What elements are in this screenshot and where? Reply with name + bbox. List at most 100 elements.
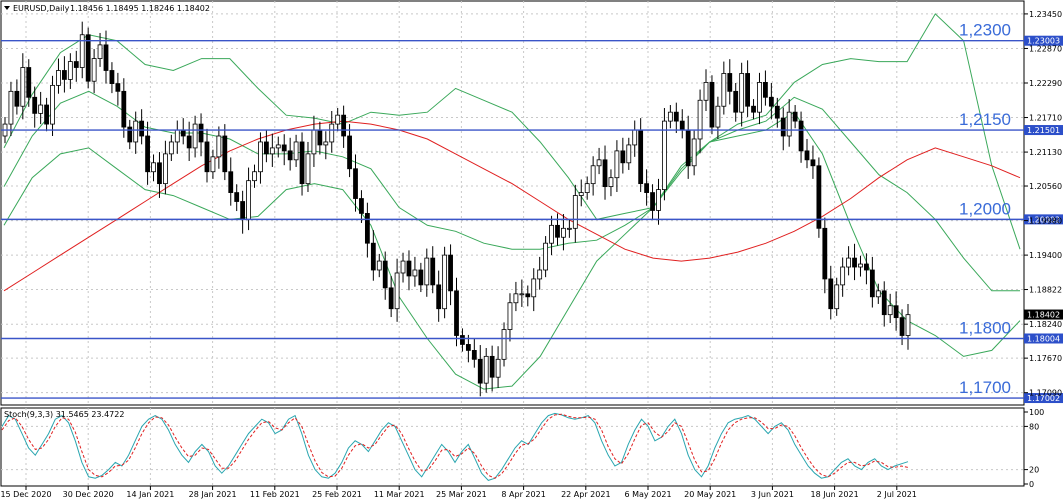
- candle: [471, 338, 477, 368]
- candle: [733, 82, 739, 122]
- candle: [198, 113, 204, 157]
- candle-body-bull: [584, 183, 590, 193]
- level-price-tag-label: 1.17002: [1027, 394, 1060, 403]
- candle: [67, 53, 73, 89]
- candle-body-bear: [32, 96, 38, 114]
- candle: [846, 246, 851, 276]
- candle: [394, 258, 400, 322]
- candle-body-bull: [483, 355, 489, 384]
- candle-body-bear: [893, 305, 899, 319]
- candle-body-bull: [305, 153, 311, 185]
- level-label: 1,2300: [959, 21, 1011, 40]
- candle-body-bull: [786, 111, 792, 137]
- candle: [816, 157, 822, 238]
- candle-body-bear: [792, 111, 798, 122]
- candle-body-bear: [370, 242, 376, 271]
- candle-body-bull: [513, 293, 519, 304]
- candle: [590, 156, 596, 196]
- candle: [483, 348, 489, 393]
- candle: [364, 202, 370, 258]
- candle: [786, 99, 792, 147]
- time-tick-label: 18 Jun 2021: [811, 490, 859, 499]
- candle: [151, 154, 156, 182]
- stoch-panel: [0, 407, 1025, 487]
- candle: [614, 140, 620, 192]
- candle-body-bull: [566, 227, 572, 230]
- candle-body-bull: [269, 147, 275, 155]
- candle: [85, 27, 91, 89]
- candle-body-bull: [662, 120, 667, 191]
- candle-body-bull: [246, 180, 251, 220]
- bollinger-bands: [3, 13, 1021, 390]
- candle: [893, 291, 899, 331]
- candle: [727, 59, 733, 105]
- candle-body-bear: [751, 105, 756, 113]
- candle-body-bull: [210, 156, 216, 173]
- price-panel: [0, 0, 1025, 406]
- time-tick-label: 20 May 2021: [684, 490, 736, 499]
- candle: [335, 108, 341, 132]
- candle-body-bear: [774, 105, 780, 119]
- candle-body-bear: [121, 90, 127, 128]
- candle: [263, 130, 269, 163]
- candle: [667, 105, 673, 129]
- candle: [703, 69, 709, 111]
- candle: [222, 124, 228, 181]
- candle: [192, 115, 198, 158]
- candle: [8, 81, 14, 136]
- candle-body-bear: [85, 34, 91, 82]
- candle-body-bear: [673, 111, 679, 122]
- candle: [56, 58, 61, 94]
- candle-body-bear: [620, 150, 626, 164]
- candle: [578, 179, 584, 207]
- candle-body-bear: [341, 114, 347, 137]
- candle-body-bull: [20, 67, 26, 107]
- candle: [418, 262, 424, 293]
- candle-body-bull: [531, 278, 537, 298]
- candle: [774, 97, 780, 128]
- candle: [626, 137, 632, 170]
- level-price-tag: [1024, 393, 1063, 404]
- candle: [109, 62, 115, 94]
- candle-body-bear: [763, 82, 768, 98]
- candle: [32, 86, 38, 128]
- candle-body-bear: [127, 126, 133, 143]
- candle: [269, 133, 275, 167]
- candle: [430, 246, 436, 294]
- candle: [323, 131, 329, 160]
- stoch-tick-label: 0: [1029, 480, 1034, 489]
- candle: [721, 61, 727, 115]
- candle: [216, 126, 222, 169]
- candle-body-bull: [495, 358, 501, 378]
- stoch-tick-label: 100: [1029, 408, 1044, 417]
- candle-body-bear: [139, 120, 145, 137]
- candle-body-bull: [311, 129, 317, 155]
- candle-body-bear: [204, 141, 210, 173]
- candle: [477, 345, 483, 397]
- candle: [662, 108, 667, 201]
- symbol-dropdown-icon[interactable]: [4, 6, 10, 10]
- candle-body-bull: [614, 150, 620, 179]
- stochastic-lines: [1, 412, 909, 481]
- candle: [26, 59, 32, 107]
- price-tick-label: 1.17090: [1029, 389, 1062, 398]
- price-tick-label: 1.17670: [1029, 354, 1062, 363]
- candle-body-bear: [644, 183, 650, 193]
- candle: [881, 281, 887, 327]
- candle-body-bear: [109, 70, 115, 84]
- candle-body-bull: [537, 269, 543, 280]
- candle-body-bear: [679, 120, 685, 131]
- candle-body-bull: [632, 129, 638, 146]
- candle-body-bull: [905, 314, 911, 336]
- candle-body-bull: [858, 263, 863, 268]
- candle-body-bull: [8, 90, 14, 125]
- candle: [792, 105, 798, 129]
- candle: [525, 285, 531, 307]
- candle-body-bear: [745, 73, 750, 107]
- moving-average: [3, 120, 1021, 292]
- candle: [252, 164, 257, 188]
- candle-body-bear: [234, 192, 240, 202]
- candle: [572, 184, 578, 243]
- level-label: 1,1700: [959, 378, 1011, 397]
- time-tick-label: 30 Dec 2020: [63, 490, 114, 499]
